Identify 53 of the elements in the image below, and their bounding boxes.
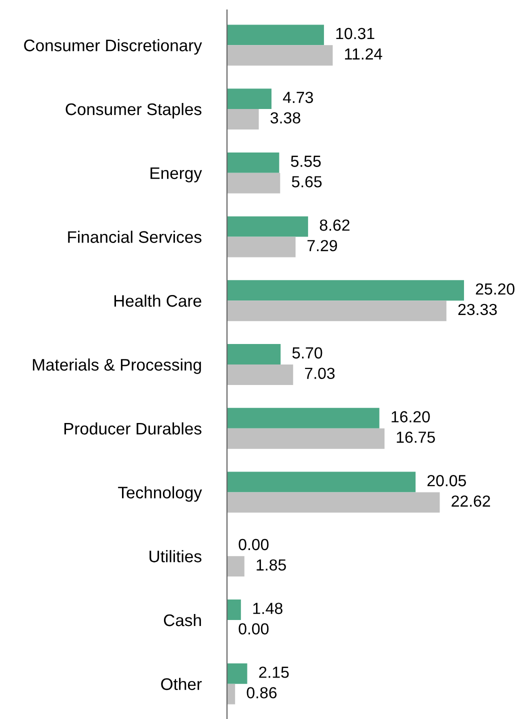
data-label: 23.33 — [458, 304, 497, 316]
bar — [227, 109, 259, 130]
y-tick-label: Materials & Processing — [32, 358, 201, 374]
bar — [227, 88, 272, 110]
bar — [227, 344, 281, 364]
y-tick-label: Utilities — [150, 550, 202, 562]
y-tick-label: Other — [161, 678, 202, 690]
y-tick-label: Producer Durables — [64, 422, 202, 435]
data-label: 8.62 — [320, 220, 350, 231]
bar — [227, 364, 294, 385]
y-tick-label: Technology — [118, 486, 202, 502]
data-label: 0.00 — [238, 538, 269, 550]
data-label: 16.20 — [392, 411, 430, 422]
data-label: 3.38 — [270, 112, 300, 124]
bar — [227, 472, 416, 492]
data-label: 5.65 — [292, 176, 322, 188]
data-label: 16.75 — [396, 432, 435, 443]
bar — [227, 236, 296, 258]
data-label: 1.48 — [253, 602, 282, 614]
bar — [227, 663, 248, 684]
y-tick-label: Energy — [150, 167, 202, 182]
data-label: 10.31 — [336, 28, 374, 40]
y-tick-label: Financial Services — [68, 230, 202, 243]
bar — [227, 684, 236, 704]
bar — [227, 600, 241, 620]
data-label: 11.24 — [345, 48, 382, 60]
bar — [227, 172, 280, 194]
data-label: 4.73 — [282, 92, 313, 104]
y-tick-label: Consumer Staples — [66, 102, 202, 118]
bar — [227, 492, 440, 513]
bar — [227, 280, 464, 301]
bar — [227, 45, 333, 66]
bar — [227, 300, 446, 322]
bar — [227, 556, 244, 577]
data-label: 22.62 — [452, 495, 490, 507]
y-tick-label: Cash — [164, 614, 201, 626]
bar — [227, 152, 280, 173]
data-label: 5.55 — [290, 156, 321, 167]
y-tick-label: Consumer Discretionary — [24, 39, 202, 55]
data-label: 20.05 — [427, 475, 466, 486]
data-label: 5.70 — [292, 347, 322, 359]
data-label: 0.86 — [246, 687, 277, 698]
bar — [227, 408, 380, 428]
bar — [227, 428, 385, 449]
bar — [227, 216, 308, 237]
data-label: 0.00 — [238, 623, 269, 635]
data-label: 7.03 — [305, 368, 335, 380]
data-label: 1.85 — [256, 559, 286, 571]
data-label: 7.29 — [307, 240, 338, 252]
y-tick-label: Health Care — [114, 294, 202, 307]
bar — [227, 24, 324, 46]
data-label: 2.15 — [259, 666, 289, 678]
data-label: 25.20 — [476, 283, 514, 295]
